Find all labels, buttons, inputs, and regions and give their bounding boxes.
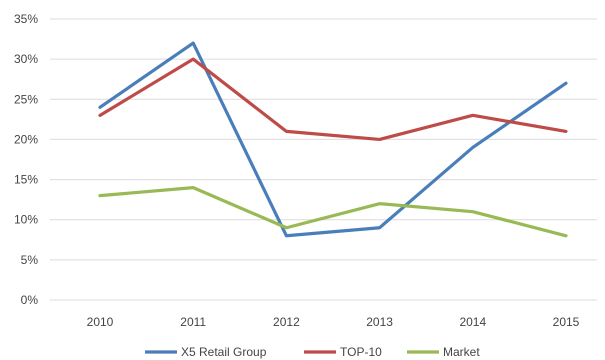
y-tick-label: 5% [21, 253, 39, 267]
y-tick-label: 20% [14, 132, 38, 146]
legend: X5 Retail Group TOP-10 Market [145, 345, 480, 359]
gridlines [50, 18, 597, 301]
y-tick-label: 0% [21, 293, 39, 307]
legend-label: TOP-10 [340, 345, 382, 359]
legend-label: X5 Retail Group [181, 345, 267, 359]
y-tick-label: 30% [14, 52, 38, 66]
series-line-top-10 [98, 57, 568, 142]
x-tick-label: 2013 [366, 315, 393, 329]
x-axis-ticks: 2010 2011 2012 2013 2014 2015 [87, 315, 580, 329]
series-line-x5-retail-group [98, 41, 568, 238]
y-tick-label: 35% [14, 12, 38, 26]
series-line-market [98, 186, 568, 238]
x-tick-label: 2015 [553, 315, 580, 329]
y-tick-label: 25% [14, 92, 38, 106]
series-lines [98, 41, 568, 238]
y-tick-label: 10% [14, 213, 38, 227]
y-tick-label: 15% [14, 173, 38, 187]
x-tick-label: 2012 [273, 315, 300, 329]
x-tick-label: 2011 [180, 315, 206, 329]
y-axis-ticks: 0% 5% 10% 15% 20% 25% 30% 35% [14, 12, 38, 307]
x-tick-label: 2014 [459, 315, 486, 329]
x-tick-label: 2010 [87, 315, 114, 329]
legend-label: Market [443, 345, 480, 359]
